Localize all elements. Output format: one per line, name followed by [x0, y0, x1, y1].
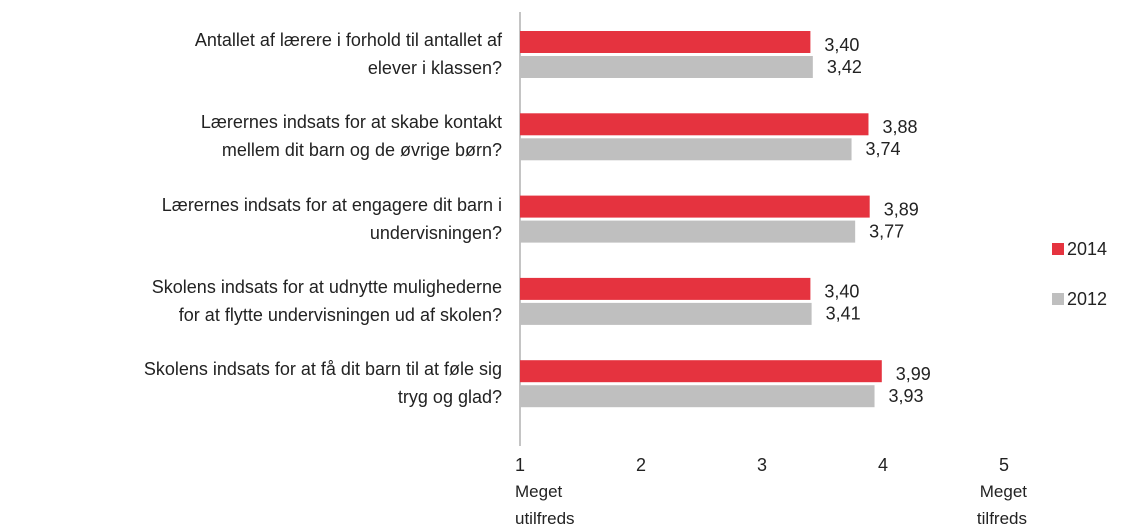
bar — [520, 138, 852, 161]
x-tick-label: 4 — [878, 455, 888, 475]
value-label: 3,40 — [824, 282, 859, 302]
bar — [520, 31, 811, 53]
category-label: Skolens indsats for at få dit barn til a… — [143, 359, 502, 408]
bar — [520, 220, 856, 243]
x-tick-label: 2 — [636, 455, 646, 475]
bar — [520, 113, 869, 136]
category-label: Lærernes indsats for at engagere dit bar… — [161, 194, 502, 243]
bar — [520, 360, 882, 383]
value-label: 3,42 — [827, 57, 862, 77]
value-label: 3,88 — [882, 117, 917, 137]
bar — [520, 302, 812, 325]
x-tick-label: 3 — [757, 455, 767, 475]
value-label: 3,99 — [896, 364, 931, 384]
value-label: 3,41 — [826, 304, 861, 324]
bar — [520, 195, 870, 218]
value-label: 3,89 — [884, 199, 919, 219]
value-label: 3,77 — [869, 221, 904, 241]
value-label: 3,74 — [866, 139, 901, 159]
x-tick-label: 5 — [999, 455, 1009, 475]
category-label: Skolens indsats for at udnytte mulighede… — [151, 276, 502, 325]
bar — [520, 56, 813, 78]
legend-label: 2012 — [1067, 289, 1107, 309]
value-label: 3,93 — [889, 386, 924, 406]
legend-label: 2014 — [1067, 239, 1107, 259]
x-tick-label: 1 — [515, 455, 525, 475]
axis-annotation: Meget utilfreds — [515, 482, 575, 528]
axis-annotation: Meget tilfreds — [976, 482, 1027, 528]
legend-swatch — [1052, 243, 1064, 255]
legend-swatch — [1052, 293, 1064, 305]
category-label: Lærernes indsats for at skabe kontakt me… — [200, 112, 502, 161]
bar — [520, 385, 875, 408]
category-label: Antallet af lærere i forhold til antalle… — [194, 30, 502, 78]
bar — [520, 277, 811, 300]
value-label: 3,40 — [824, 35, 859, 55]
